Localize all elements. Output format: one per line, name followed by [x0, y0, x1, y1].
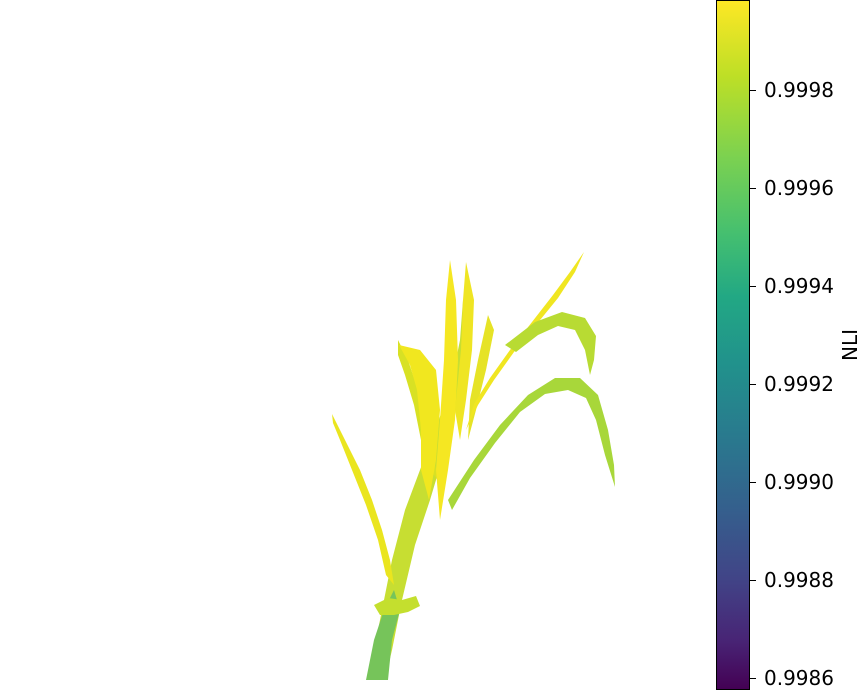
colorbar-label: NLI: [838, 328, 862, 361]
colorbar-tick-label-2: 0.9994: [764, 274, 834, 298]
colorbar-tick-label-4: 0.9990: [764, 470, 834, 494]
colorbar-tick-6: [750, 678, 756, 679]
colorbar-tick-label-3: 0.9992: [764, 372, 834, 396]
plant-leaf-right-curl: [505, 312, 596, 375]
colorbar-tick-label-1: 0.9996: [764, 176, 834, 200]
plant-leaf-center-1: [436, 260, 458, 520]
colorbar-tick-0: [750, 90, 756, 91]
colorbar-tick-2: [750, 286, 756, 287]
colorbar-tick-3: [750, 384, 756, 385]
plant-leaf-center-2: [455, 262, 474, 440]
plant-leaf-upper-right: [466, 252, 584, 430]
colorbar-tick-label-6: 0.9986: [764, 666, 834, 690]
colorbar-tick-1: [750, 188, 756, 189]
colorbar-tick-4: [750, 482, 756, 483]
colorbar-gradient: [716, 0, 750, 690]
plant-leaf-left-3: [399, 345, 440, 500]
colorbar-tick-label-5: 0.9988: [764, 568, 834, 592]
plant-leaf-left-1: [332, 414, 394, 585]
plant-image: [332, 252, 615, 680]
colorbar-tick-label-0: 0.9998: [764, 78, 834, 102]
colorbar: [716, 0, 750, 690]
plant-leaf-lower: [374, 596, 420, 615]
colorbar-tick-5: [750, 580, 756, 581]
plant-stem: [368, 300, 466, 680]
